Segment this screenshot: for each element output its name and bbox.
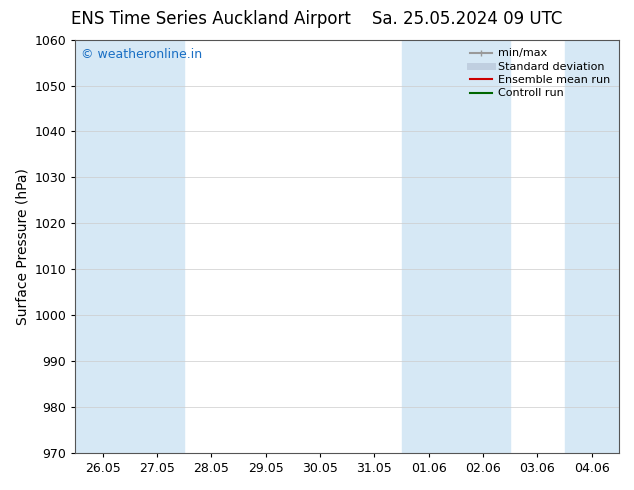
Bar — [456, 40, 510, 453]
Bar — [75, 40, 130, 453]
Legend: min/max, Standard deviation, Ensemble mean run, Controll run: min/max, Standard deviation, Ensemble me… — [467, 45, 614, 102]
Bar — [401, 40, 456, 453]
Y-axis label: Surface Pressure (hPa): Surface Pressure (hPa) — [15, 168, 29, 325]
Text: ENS Time Series Auckland Airport    Sa. 25.05.2024 09 UTC: ENS Time Series Auckland Airport Sa. 25.… — [71, 10, 563, 28]
Text: © weatheronline.in: © weatheronline.in — [81, 48, 202, 61]
Bar — [565, 40, 619, 453]
Bar — [130, 40, 184, 453]
